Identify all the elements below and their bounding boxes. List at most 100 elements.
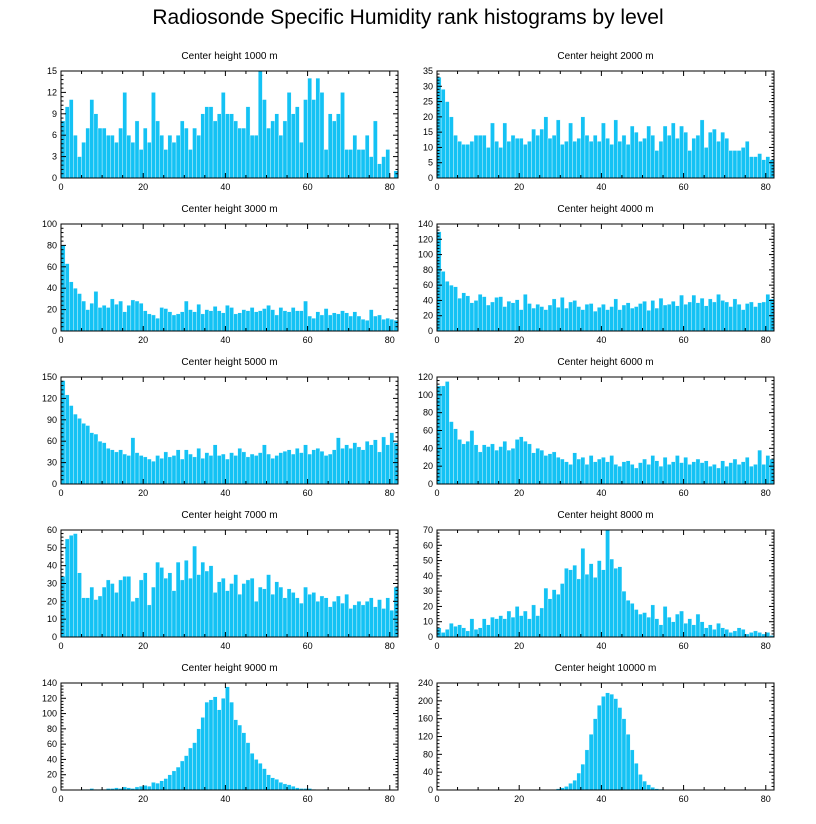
bar	[204, 309, 210, 332]
bar	[245, 579, 251, 638]
x-tick-label: 20	[138, 182, 148, 192]
y-tick-label: 120	[418, 372, 433, 382]
bar	[340, 310, 345, 332]
bar	[708, 465, 713, 485]
bar	[597, 307, 602, 332]
bar	[654, 150, 660, 179]
bar	[241, 732, 247, 791]
bar	[237, 594, 243, 638]
bar	[584, 135, 590, 179]
bar	[249, 753, 255, 791]
bar	[716, 294, 721, 332]
x-tick-label: 60	[679, 182, 689, 192]
plot-frame	[60, 70, 399, 179]
x-tick-label: 40	[596, 794, 606, 804]
bar	[621, 304, 627, 332]
bar	[212, 120, 218, 179]
y-tick-label: 0	[428, 326, 433, 336]
bar	[691, 138, 697, 179]
bar	[527, 618, 532, 638]
bar	[547, 453, 553, 485]
bar	[212, 696, 218, 791]
bar	[155, 782, 160, 791]
bar	[613, 698, 619, 791]
bar	[175, 561, 181, 638]
bar	[445, 281, 450, 332]
x-tick-label: 80	[385, 794, 395, 804]
bar	[543, 116, 549, 179]
bar	[286, 784, 292, 791]
bar	[749, 301, 754, 332]
bar	[691, 294, 697, 332]
bar	[81, 597, 86, 638]
bar	[597, 560, 602, 638]
bar	[159, 567, 164, 638]
bar	[666, 304, 672, 332]
bar	[634, 306, 639, 332]
bar	[551, 135, 557, 179]
bar	[241, 583, 247, 638]
bar	[212, 592, 218, 638]
bar	[453, 626, 458, 638]
bar	[364, 135, 370, 179]
bar	[671, 122, 676, 179]
bar	[695, 302, 701, 332]
x-tick-label: 60	[679, 641, 689, 651]
y-tick-label: 25	[423, 97, 433, 107]
bar	[138, 455, 144, 485]
bar	[486, 147, 491, 179]
bar	[584, 749, 590, 791]
bar	[101, 305, 107, 332]
x-tick-label: 0	[434, 794, 439, 804]
bar	[683, 623, 688, 638]
bar	[303, 300, 308, 332]
bar	[126, 455, 132, 485]
bar	[576, 306, 582, 332]
panel-10: Center height 10000 m 0 20 40 60 80 0 40 80 120 16…	[418, 663, 775, 804]
bar	[130, 601, 136, 638]
x-tick-label: 40	[596, 488, 606, 498]
bar	[122, 92, 127, 179]
bar	[204, 452, 210, 485]
bar	[134, 452, 140, 485]
y-tick-label: 80	[47, 240, 57, 250]
bar	[138, 786, 144, 791]
bar	[556, 119, 561, 179]
y-tick-label: 150	[42, 372, 57, 382]
bar	[597, 705, 602, 791]
bar	[605, 461, 610, 485]
bar	[519, 615, 524, 638]
bar	[465, 144, 471, 179]
bar	[617, 707, 623, 791]
bar	[192, 742, 197, 791]
bar	[204, 701, 210, 791]
bar	[601, 304, 606, 332]
bar	[588, 303, 594, 332]
bar	[453, 428, 458, 485]
bar	[332, 312, 337, 332]
panel-3: Center height 3000 m 0 20 40 60 80 0 20 40 60 80 10…	[42, 204, 399, 345]
bars	[60, 70, 399, 179]
bar	[457, 624, 462, 638]
bar	[642, 612, 647, 638]
bar	[290, 592, 296, 638]
bar	[97, 307, 103, 332]
y-tick-label: 30	[423, 81, 433, 91]
bar	[514, 299, 520, 332]
bar	[650, 135, 655, 179]
bar	[597, 458, 602, 485]
y-tick-label: 0	[428, 785, 433, 795]
bar	[315, 448, 321, 485]
bar	[556, 457, 561, 485]
bar	[319, 92, 325, 179]
bar	[303, 444, 308, 485]
bar	[393, 442, 399, 485]
bar	[188, 309, 193, 332]
bar	[749, 465, 754, 485]
bar	[601, 457, 606, 485]
bar	[262, 308, 267, 332]
bar	[675, 455, 680, 485]
bar	[163, 577, 169, 638]
bar	[373, 606, 378, 638]
bar	[122, 576, 127, 638]
